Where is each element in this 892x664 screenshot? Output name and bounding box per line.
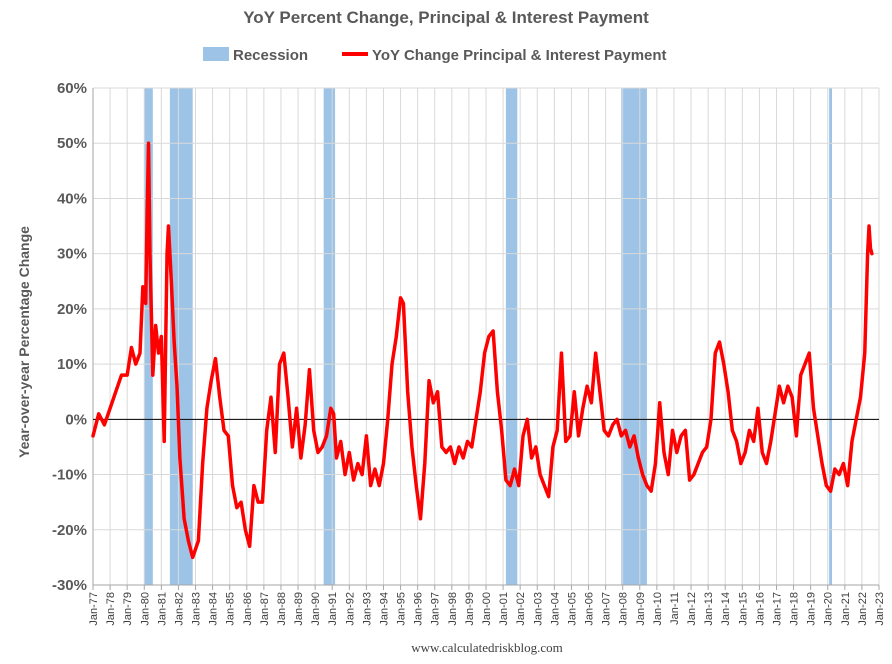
y-tick-label: 0% bbox=[65, 411, 87, 428]
x-tick-label: Jan-86 bbox=[242, 592, 254, 626]
x-tick-label: Jan-14 bbox=[720, 592, 732, 626]
x-tick-label: Jan-20 bbox=[823, 592, 835, 626]
y-tick-label: 40% bbox=[57, 190, 87, 207]
x-tick-label: Jan-80 bbox=[139, 592, 151, 626]
x-tick-label: Jan-99 bbox=[464, 592, 476, 626]
y-tick-label: -30% bbox=[52, 577, 87, 594]
x-tick-label: Jan-01 bbox=[498, 592, 510, 626]
y-tick-label: -20% bbox=[52, 522, 87, 539]
x-tick-label: Jan-88 bbox=[276, 592, 288, 626]
x-tick-label: Jan-89 bbox=[293, 592, 305, 626]
x-tick-label: Jan-97 bbox=[430, 592, 442, 626]
x-tick-label: Jan-00 bbox=[481, 592, 493, 626]
y-tick-label: 60% bbox=[57, 80, 87, 97]
series-line bbox=[91, 141, 874, 560]
x-tick-label: Jan-93 bbox=[361, 592, 373, 626]
x-tick-label: Jan-94 bbox=[378, 592, 390, 626]
x-tick-label: Jan-87 bbox=[259, 592, 271, 626]
x-tick-label: Jan-78 bbox=[105, 592, 117, 626]
x-tick-label: Jan-16 bbox=[754, 592, 766, 626]
x-tick-label: Jan-08 bbox=[618, 592, 630, 626]
x-tick-label: Jan-06 bbox=[584, 592, 596, 626]
x-tick-label: Jan-98 bbox=[447, 592, 459, 626]
legend-label-recession: Recession bbox=[233, 47, 308, 64]
x-tick-label: Jan-90 bbox=[310, 592, 322, 626]
recession-band bbox=[323, 88, 336, 585]
y-tick-label: 30% bbox=[57, 246, 87, 263]
x-tick-label: Jan-91 bbox=[327, 592, 339, 626]
x-tick-label: Jan-18 bbox=[789, 592, 801, 626]
y-tick-label: 50% bbox=[57, 135, 87, 152]
x-tick-label: Jan-05 bbox=[566, 592, 578, 626]
recession-band bbox=[621, 88, 647, 585]
x-tick-label: Jan-04 bbox=[549, 592, 561, 626]
x-tick-label: Jan-02 bbox=[515, 592, 527, 626]
recession-band bbox=[829, 88, 833, 585]
x-tick-label: Jan-10 bbox=[652, 592, 664, 626]
x-tick-label: Jan-84 bbox=[208, 592, 220, 626]
recession-bands bbox=[144, 88, 833, 585]
recession-band bbox=[505, 88, 518, 585]
x-tick-label: Jan-07 bbox=[601, 592, 613, 626]
series bbox=[91, 141, 874, 560]
x-tick-label: Jan-21 bbox=[840, 592, 852, 626]
chart-title: YoY Percent Change, Principal & Interest… bbox=[243, 8, 649, 27]
x-tick-label: Jan-19 bbox=[806, 592, 818, 626]
x-tick-label: Jan-15 bbox=[737, 592, 749, 626]
x-tick-label: Jan-96 bbox=[413, 592, 425, 626]
x-tick-label: Jan-95 bbox=[396, 592, 408, 626]
y-tick-label: 20% bbox=[57, 301, 87, 318]
x-tick-label: Jan-23 bbox=[874, 592, 886, 626]
x-tick-label: Jan-09 bbox=[635, 592, 647, 626]
x-tick-label: Jan-11 bbox=[669, 592, 681, 625]
recession-band bbox=[169, 88, 193, 585]
legend-label-line: YoY Change Principal & Interest Payment bbox=[372, 47, 667, 64]
x-tick-label: Jan-17 bbox=[771, 592, 783, 626]
x-tick-label: Jan-85 bbox=[225, 592, 237, 626]
x-tick-label: Jan-92 bbox=[344, 592, 356, 626]
x-tick-label: Jan-22 bbox=[857, 592, 869, 626]
x-tick-label: Jan-77 bbox=[88, 592, 100, 626]
legend-swatch-recession bbox=[203, 47, 229, 61]
x-tick-label: Jan-83 bbox=[191, 592, 203, 626]
x-tick-label: Jan-81 bbox=[156, 592, 168, 626]
x-tick-label: Jan-79 bbox=[122, 592, 134, 626]
x-tick-label: Jan-13 bbox=[703, 592, 715, 626]
x-tick-label: Jan-03 bbox=[532, 592, 544, 626]
recession-band bbox=[144, 88, 153, 585]
y-tick-label: -10% bbox=[52, 467, 87, 484]
legend: Recession YoY Change Principal & Interes… bbox=[203, 47, 667, 64]
x-tick-label: Jan-12 bbox=[686, 592, 698, 626]
source-credit: www.calculatedriskblog.com bbox=[411, 640, 563, 655]
y-axis-label: Year-over-year Percentage Change bbox=[16, 226, 32, 458]
y-tick-labels: -30% -20% -10% 0% 10% 20% 30% 40% 50% 60% bbox=[52, 80, 87, 594]
gridlines bbox=[93, 87, 880, 586]
x-tick-labels: Jan-77 Jan-78 Jan-79 Jan-80 Jan-81 Jan-82 Jan-… bbox=[88, 592, 886, 626]
y-tick-label: 10% bbox=[57, 356, 87, 373]
x-tick-label: Jan-82 bbox=[173, 592, 185, 626]
